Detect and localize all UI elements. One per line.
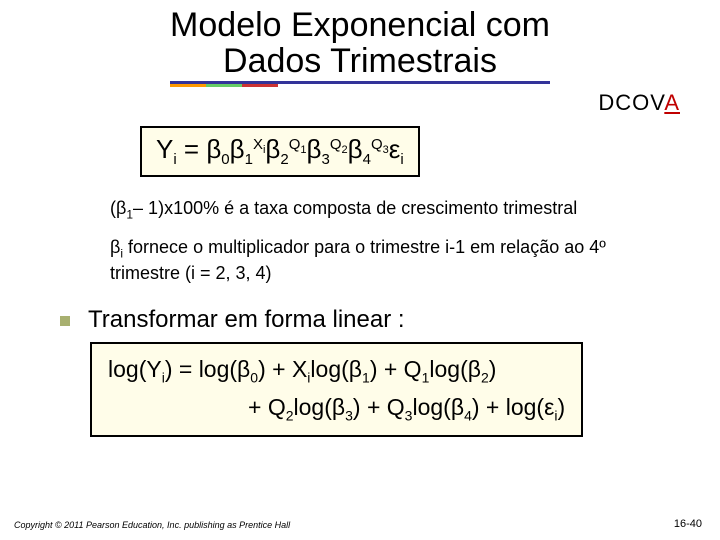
note-1: (β1– 1)x100% é a taxa composta de cresci… bbox=[110, 197, 680, 223]
title-block: Modelo Exponencial com Dados Trimestrais bbox=[0, 0, 720, 92]
accent-bar bbox=[170, 84, 280, 87]
eq1-s4: 4 bbox=[363, 152, 371, 169]
slide-title: Modelo Exponencial com Dados Trimestrais bbox=[170, 8, 550, 87]
eq1-eq: = bbox=[177, 134, 207, 164]
eq1-s1: 1 bbox=[245, 152, 253, 169]
eq1-Y: Y bbox=[156, 134, 173, 164]
note1-post: – 1)x100% é a taxa composta de crescimen… bbox=[133, 198, 577, 218]
note-2: βi fornece o multiplicador para o trimes… bbox=[110, 236, 680, 284]
eq1-epssub: i bbox=[400, 152, 403, 169]
bullet-icon bbox=[60, 316, 70, 326]
eq1-Q1: Q bbox=[289, 136, 301, 153]
eq1-b0: β bbox=[206, 134, 221, 164]
dcova-highlight: A bbox=[664, 90, 680, 115]
equation-2-line1: log(Yi) = log(β0) + Xilog(β1) + Q1log(β2… bbox=[108, 352, 565, 389]
dcova-prefix: DCOV bbox=[598, 90, 664, 115]
eq1-b4: β bbox=[348, 134, 363, 164]
note2-pre: β bbox=[110, 237, 120, 257]
bullet-row: Transformar em forma linear : bbox=[60, 306, 720, 334]
page-number: 16-40 bbox=[674, 518, 702, 530]
eq1-b1: β bbox=[230, 134, 245, 164]
eq1-s3: 3 bbox=[322, 152, 330, 169]
title-line1: Modelo Exponencial com bbox=[170, 6, 550, 44]
equation-2-line2: + Q2log(β3) + Q3log(β4) + log(εi) bbox=[108, 390, 565, 427]
equation-box-1: Yi = β0β1Xiβ2Q1β3Q2β4Q3εi bbox=[140, 126, 420, 176]
eq1-b2: β bbox=[265, 134, 280, 164]
eq1-Q2: Q bbox=[330, 136, 342, 153]
bullet-text: Transformar em forma linear : bbox=[88, 306, 405, 334]
eq1-eps: ε bbox=[389, 134, 401, 164]
title-line2: Dados Trimestrais bbox=[223, 42, 497, 80]
equation-1: Yi = β0β1Xiβ2Q1β3Q2β4Q3εi bbox=[156, 134, 404, 164]
equation-box-2: log(Yi) = log(β0) + Xilog(β1) + Q1log(β2… bbox=[90, 342, 583, 437]
eq1-s2: 2 bbox=[280, 152, 288, 169]
note1-pre: (β bbox=[110, 198, 126, 218]
eq1-Xi: X bbox=[253, 136, 263, 153]
dcova-label: DCOVA bbox=[598, 90, 680, 116]
eq1-b3: β bbox=[307, 134, 322, 164]
note2-post: fornece o multiplicador para o trimestre… bbox=[110, 237, 606, 283]
eq1-s0: 0 bbox=[221, 152, 229, 169]
copyright-text: Copyright © 2011 Pearson Education, Inc.… bbox=[14, 520, 290, 530]
eq1-Q3: Q bbox=[371, 136, 383, 153]
